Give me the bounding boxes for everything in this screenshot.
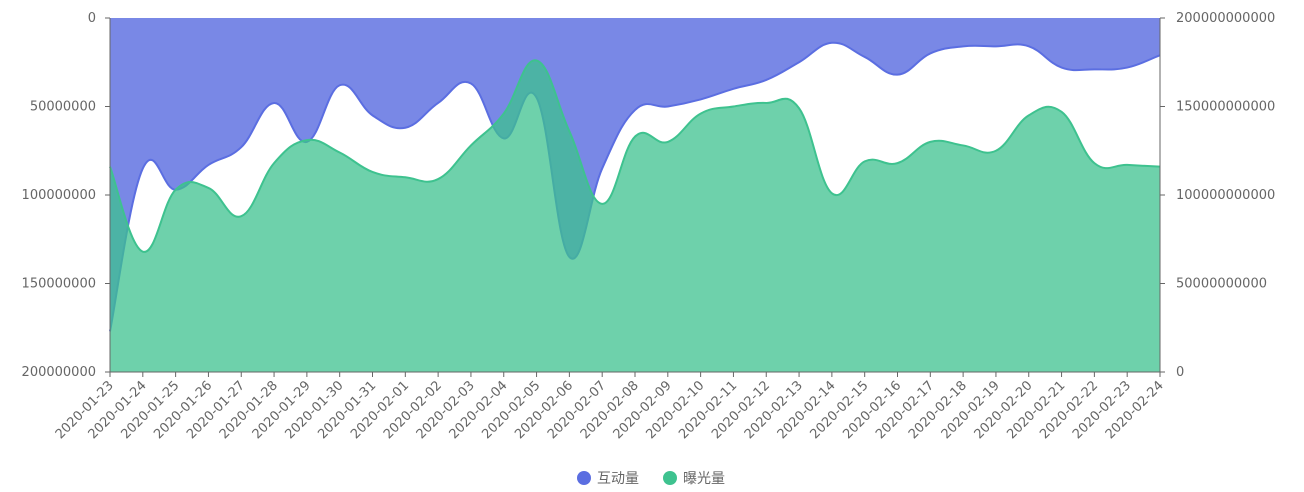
area-layer [109, 18, 1161, 373]
legend-label: 互动量 [597, 471, 639, 487]
left-tick-label: 150000000 [22, 277, 96, 292]
legend[interactable]: 互动量 曝光量 [577, 471, 725, 487]
right-tick-label: 0 [1176, 365, 1184, 380]
right-y-axis: 0 50000000000 100000000000 150000000000 2000… [1159, 11, 1275, 380]
right-tick-label: 100000000000 [1176, 188, 1275, 203]
left-tick-label: 50000000 [30, 100, 96, 115]
legend-label: 曝光量 [683, 471, 725, 487]
series-interactions-area [110, 18, 1160, 332]
left-y-axis: 0 50000000 100000000 150000000 200000000 [22, 11, 111, 380]
legend-item[interactable]: 互动量 [577, 471, 639, 487]
legend-marker-icon [577, 471, 591, 485]
left-tick-label: 0 [88, 11, 96, 26]
series-exposure-area [110, 60, 1160, 373]
legend-marker-icon [663, 471, 677, 485]
right-tick-label: 200000000000 [1176, 11, 1275, 26]
series-interactions-line [109, 41, 1161, 332]
right-tick-label: 150000000000 [1176, 100, 1275, 115]
x-axis: 2020-01-232020-01-242020-01-252020-01-26… [53, 371, 1167, 442]
left-tick-label: 100000000 [22, 188, 96, 203]
left-tick-label: 200000000 [22, 365, 96, 380]
right-tick-label: 50000000000 [1176, 277, 1267, 292]
series-exposure-line [109, 59, 1161, 253]
legend-item[interactable]: 曝光量 [663, 471, 725, 487]
